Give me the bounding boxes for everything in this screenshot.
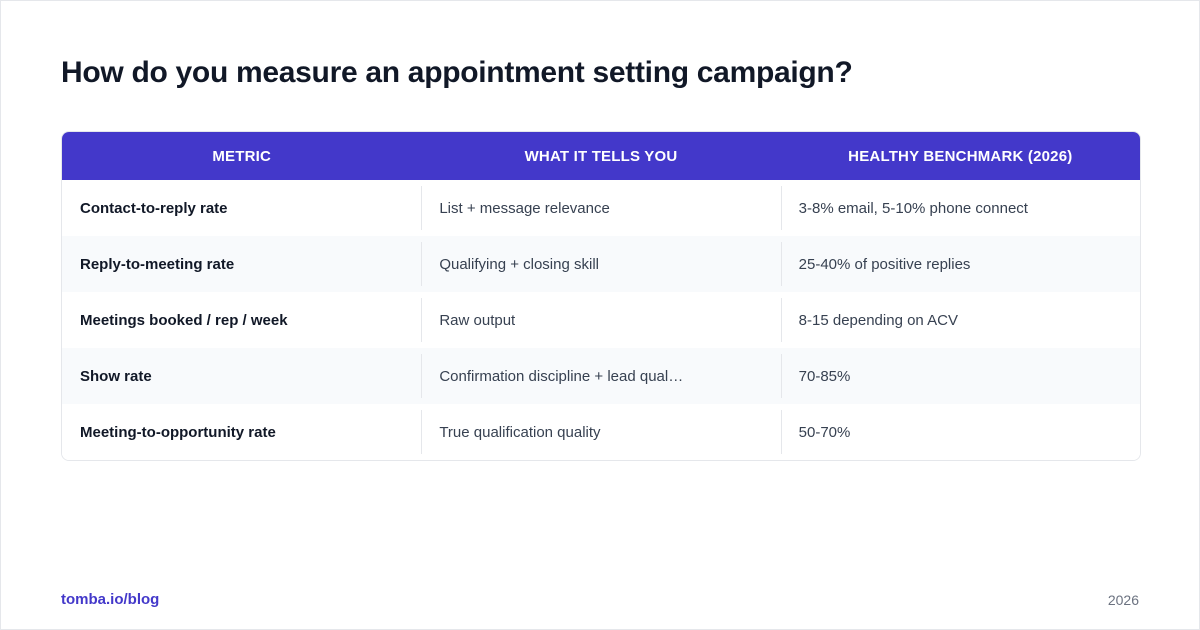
benchmark-label: 8-15 depending on ACV: [798, 311, 958, 329]
column-header-what-it-tells-you: WHAT IT TELLS YOU: [524, 147, 678, 165]
tells-cell: Raw output: [421, 292, 780, 348]
benchmark-cell: 3-8% email, 5-10% phone connect: [780, 180, 1140, 236]
column-header-benchmark: HEALTHY BENCHMARK (2026): [848, 147, 1073, 165]
benchmark-label: 50-70%: [798, 423, 851, 441]
metric-cell: Meeting-to-opportunity rate: [62, 404, 421, 460]
benchmark-cell: 70-85%: [780, 348, 1140, 404]
metric-label: Show rate: [80, 367, 152, 385]
column-header-metric: METRIC: [212, 147, 272, 165]
metric-label: Reply-to-meeting rate: [80, 255, 235, 273]
metric-cell: Show rate: [62, 348, 421, 404]
tells-label: Confirmation discipline + lead qual…: [439, 367, 684, 385]
table-row: Meetings booked / rep / week Raw output …: [62, 292, 1140, 348]
tells-label: Qualifying + closing skill: [439, 255, 599, 273]
metrics-table: METRIC WHAT IT TELLS YOU HEALTHY BENCHMA…: [61, 131, 1141, 461]
metric-label: Meetings booked / rep / week: [80, 311, 288, 329]
benchmark-cell: 25-40% of positive replies: [780, 236, 1140, 292]
benchmark-label: 25-40% of positive replies: [798, 255, 971, 273]
page-title: How do you measure an appointment settin…: [61, 56, 853, 89]
tells-label: True qualification quality: [439, 423, 601, 441]
table-row: Reply-to-meeting rate Qualifying + closi…: [62, 236, 1140, 292]
table-row: Show rate Confirmation discipline + lead…: [62, 348, 1140, 404]
metric-label: Contact-to-reply rate: [80, 199, 228, 217]
tells-cell: Confirmation discipline + lead qual…: [421, 348, 780, 404]
table-header: METRIC WHAT IT TELLS YOU HEALTHY BENCHMA…: [62, 132, 1140, 180]
metric-label: Meeting-to-opportunity rate: [80, 423, 276, 441]
tells-label: Raw output: [439, 311, 516, 329]
table-row: Meeting-to-opportunity rate True qualifi…: [62, 404, 1140, 460]
benchmark-cell: 50-70%: [780, 404, 1140, 460]
tells-label: List + message relevance: [439, 199, 610, 217]
metric-cell: Contact-to-reply rate: [62, 180, 421, 236]
tells-cell: True qualification quality: [421, 404, 780, 460]
benchmark-label: 3-8% email, 5-10% phone connect: [798, 199, 1028, 217]
metric-cell: Reply-to-meeting rate: [62, 236, 421, 292]
benchmark-cell: 8-15 depending on ACV: [780, 292, 1140, 348]
tells-cell: Qualifying + closing skill: [421, 236, 780, 292]
blog-link[interactable]: tomba.io/blog: [61, 591, 160, 608]
tells-cell: List + message relevance: [421, 180, 780, 236]
table-row: Contact-to-reply rate List + message rel…: [62, 180, 1140, 236]
benchmark-label: 70-85%: [798, 367, 851, 385]
metric-cell: Meetings booked / rep / week: [62, 292, 421, 348]
footer-year: 2026: [1107, 592, 1139, 608]
